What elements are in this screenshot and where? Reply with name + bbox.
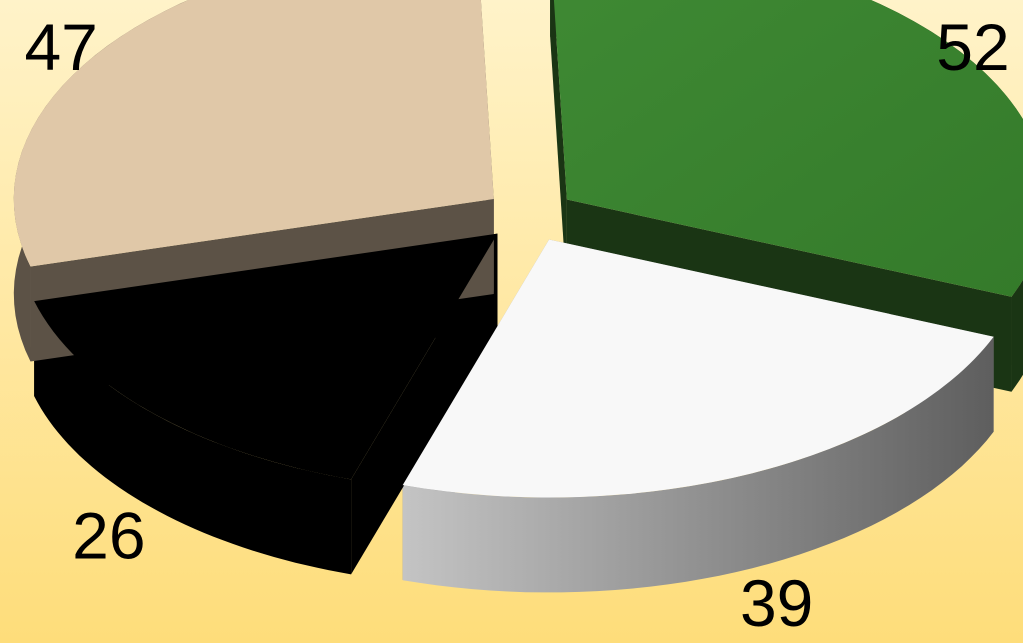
pie-slice-52 [553,0,1023,297]
slice-outer-wall-26 [34,301,352,575]
data-labels: 52 39 26 47 [24,10,1009,640]
pie-slice-47 [13,0,494,267]
pie-slice-39 [402,239,994,498]
slice-tops [13,0,1023,498]
data-label-52: 52 [936,10,1009,84]
slice-side-wall-52-0 [550,0,567,295]
data-label-26: 26 [72,498,145,572]
data-label-39: 39 [740,566,813,640]
slice-outer-wall-39 [402,336,994,593]
pie-slice-26 [34,233,498,480]
data-label-47: 47 [24,10,97,84]
